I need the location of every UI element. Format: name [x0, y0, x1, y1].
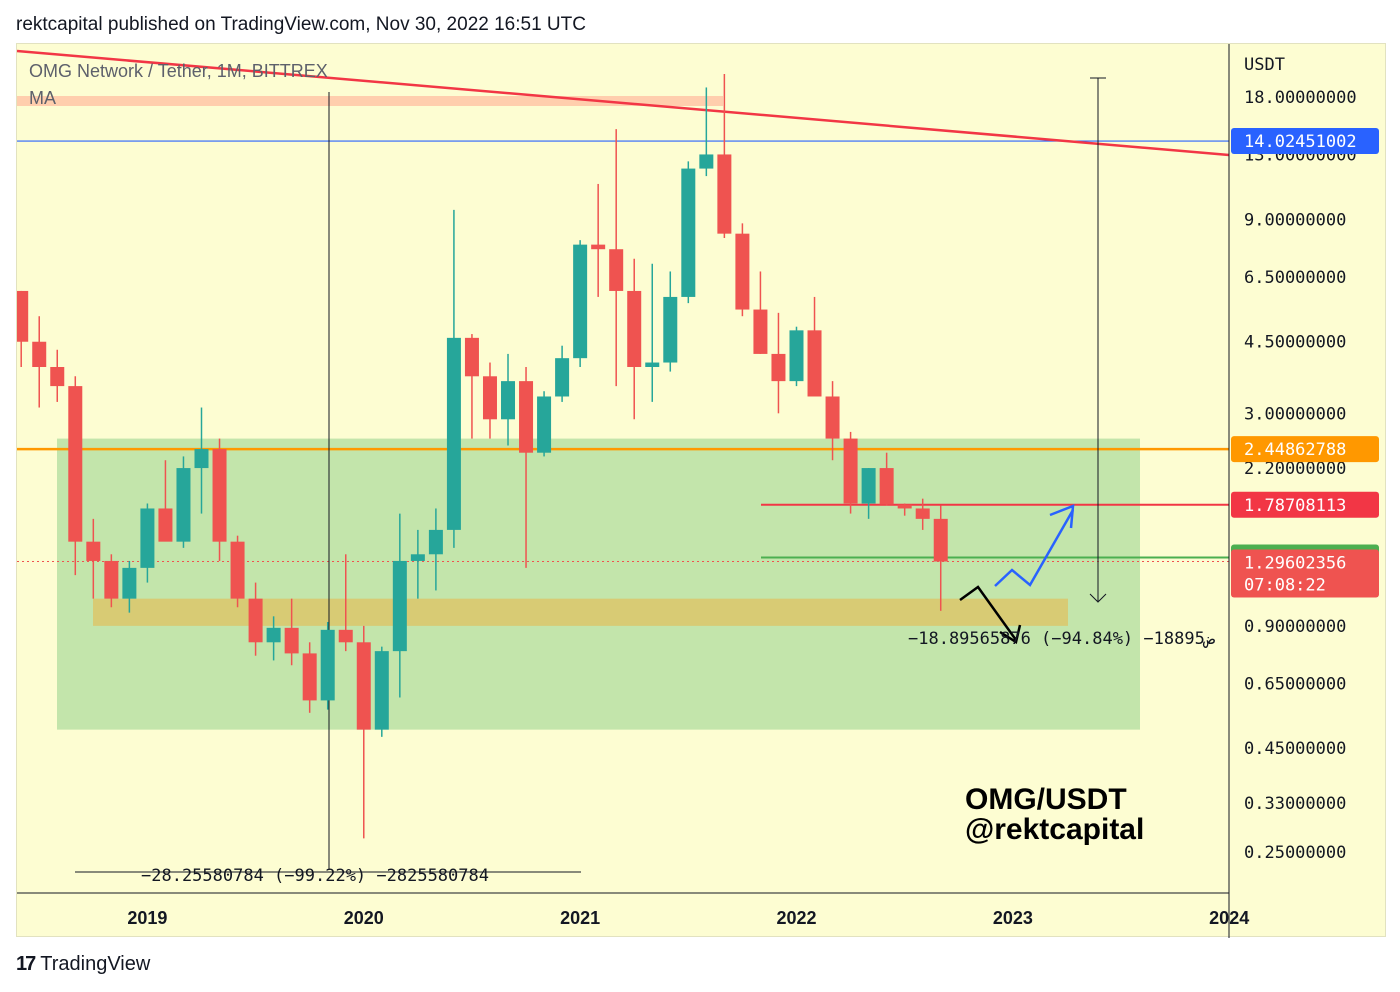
candle-down — [627, 290, 642, 367]
support-zone — [93, 598, 1068, 626]
candle-up — [681, 168, 696, 297]
candle-down — [933, 518, 948, 562]
chart-frame[interactable]: −28.25580784 (−99.22%) −2825580784 −18.89… — [16, 43, 1387, 938]
time-tick-label: 2021 — [560, 908, 600, 928]
price-tick-label: 2.20000000 — [1244, 459, 1346, 479]
candle-down — [17, 290, 29, 342]
price-badge — [1231, 549, 1379, 598]
candle-up — [374, 651, 389, 730]
candle-down — [879, 468, 894, 505]
candle-up — [176, 468, 191, 542]
price-badge-label: 14.02451002 — [1244, 132, 1357, 152]
candle-up — [501, 381, 516, 420]
candle-up — [392, 560, 407, 652]
price-tick-label: 18.00000000 — [1244, 88, 1357, 108]
time-tick-label: 2024 — [1209, 908, 1249, 928]
candle-up — [410, 554, 425, 561]
candle-down — [158, 508, 173, 542]
tradingview-logo-icon[interactable]: 17 — [16, 953, 36, 975]
candle-up — [789, 330, 804, 382]
candle-down — [338, 629, 353, 643]
candle-up — [861, 468, 876, 504]
descending-trendline — [17, 49, 1230, 157]
price-tick-label: 0.65000000 — [1244, 674, 1346, 694]
price-tick-label: 0.33000000 — [1244, 794, 1346, 814]
measure-arrow-2 — [1089, 593, 1107, 603]
watermark-pair: OMG/USDT — [965, 783, 1127, 816]
candle-up — [663, 296, 678, 363]
candle-down — [591, 244, 606, 250]
candle-up — [122, 567, 137, 599]
candle-up — [140, 508, 155, 568]
ma-highlight — [17, 96, 723, 106]
candle-down — [915, 508, 930, 519]
candle-down — [482, 376, 497, 420]
time-tick-label: 2022 — [776, 908, 816, 928]
candle-down — [825, 396, 840, 439]
footer: 17 TradingView — [16, 953, 150, 976]
measure-label-1: −28.25580784 (−99.22%) −2825580784 — [141, 866, 489, 886]
candle-down — [32, 341, 47, 367]
price-tick-label: 9.00000000 — [1244, 210, 1346, 230]
time-tick-label: 2020 — [344, 908, 384, 928]
candle-up — [699, 154, 714, 169]
candle-down — [248, 598, 263, 643]
bullish-arrowhead — [1049, 504, 1075, 529]
price-axis-unit: USDT — [1244, 55, 1285, 75]
candle-down — [609, 249, 624, 291]
candle-down — [753, 309, 768, 354]
price-tick-label: 0.90000000 — [1244, 617, 1346, 637]
candle-down — [50, 366, 65, 387]
candle-down — [104, 560, 119, 599]
chart-svg[interactable]: −28.25580784 (−99.22%) −2825580784 −18.89… — [17, 44, 1387, 938]
candle-up — [194, 449, 209, 469]
candle-down — [284, 627, 299, 654]
measure-label-2: −18.89565876 (−94.84%) −18895ض — [908, 629, 1216, 649]
candle-up — [428, 529, 443, 555]
price-badge — [1231, 491, 1379, 518]
price-tick-label: 0.25000000 — [1244, 843, 1346, 863]
price-badge-label: 1.29602356 — [1244, 553, 1346, 573]
price-badge — [1231, 436, 1379, 463]
candle-down — [843, 438, 858, 504]
candle-up — [573, 244, 588, 359]
candle-up — [320, 629, 335, 701]
time-tick-label: 2023 — [993, 908, 1033, 928]
bearish-arrowhead — [999, 624, 1022, 644]
candle-down — [464, 337, 479, 377]
candle-up — [446, 337, 461, 530]
bearish-path-arrow — [959, 585, 1018, 641]
price-tick-label: 0.45000000 — [1244, 739, 1346, 759]
price-tick-label: 4.50000000 — [1244, 333, 1346, 353]
candle-up — [537, 396, 552, 453]
candle-down — [86, 541, 101, 561]
symbol-legend[interactable]: OMG Network / Tether, 1M, BITTREX — [29, 61, 328, 81]
candle-down — [212, 449, 227, 542]
price-badge-label: 1.78708113 — [1244, 496, 1346, 516]
publish-header: rektcapital published on TradingView.com… — [16, 14, 586, 35]
candle-down — [897, 504, 912, 509]
candle-down — [717, 154, 732, 234]
candle-down — [356, 642, 371, 730]
candle-down — [68, 386, 83, 542]
tradingview-brand[interactable]: TradingView — [40, 953, 151, 975]
candle-down — [519, 381, 534, 453]
price-badge-label: 2.44862788 — [1244, 440, 1346, 460]
candle-down — [302, 653, 317, 701]
price-tick-label: 3.00000000 — [1244, 404, 1346, 424]
candle-up — [266, 627, 281, 643]
price-badge — [1231, 128, 1379, 155]
price-tick-label: 6.50000000 — [1244, 268, 1346, 288]
candle-down — [735, 233, 750, 310]
time-tick-label: 2019 — [127, 908, 167, 928]
bullish-path-arrow — [994, 509, 1075, 587]
candle-down — [807, 330, 822, 397]
candle-down — [230, 541, 245, 599]
watermark-author: @rektcapital — [965, 813, 1144, 846]
candle-up — [555, 358, 570, 397]
price-badge-countdown: 07:08:22 — [1244, 575, 1326, 595]
ma-legend[interactable]: MA — [29, 88, 56, 108]
candle-up — [645, 362, 660, 367]
candle-down — [771, 353, 786, 382]
